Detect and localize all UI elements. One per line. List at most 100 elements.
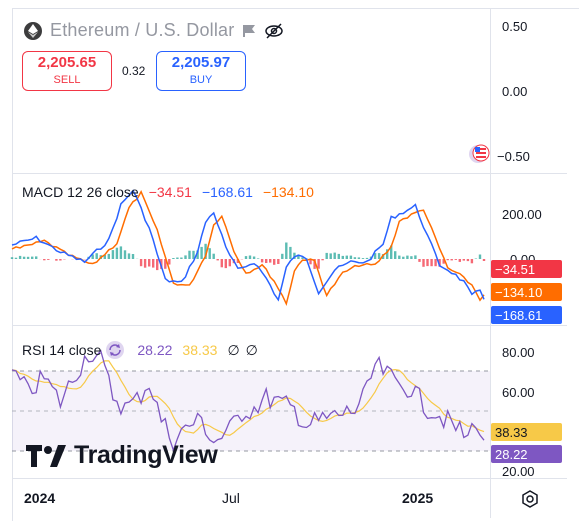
macd-value: −168.61 [201, 184, 253, 200]
macd-histogram-bar [398, 255, 401, 259]
macd-histogram-bar [438, 259, 441, 267]
macd-histogram-bar [345, 255, 348, 259]
macd-histogram-bar [390, 245, 393, 259]
rsi-axis-label: 80.00 [502, 345, 535, 360]
macd-histogram-bar [470, 259, 474, 264]
macd-histogram-bar [265, 259, 268, 263]
macd-histogram-bar [55, 259, 58, 261]
buy-price: 2,205.97 [171, 54, 231, 71]
rsi-badge: 28.22 [491, 445, 562, 463]
macd-histogram-bar [59, 259, 62, 261]
macd-histogram-bar [107, 253, 110, 259]
macd-histogram-bar [377, 253, 381, 259]
sell-button[interactable]: 2,205.65 SELL [22, 51, 112, 91]
macd-histogram-bar [22, 256, 26, 259]
macd-histogram-bar [184, 255, 187, 259]
macd-histogram-bar [35, 256, 38, 259]
macd-histogram-bar [478, 254, 482, 259]
macd-histogram-bar [111, 250, 115, 259]
flag-icon[interactable] [242, 24, 256, 38]
macd-histogram-bar [208, 248, 211, 259]
tradingview-logo[interactable]: TradingView [26, 441, 218, 470]
macd-histogram-bar [204, 243, 207, 259]
macd-axis-label: 200.00 [502, 207, 542, 222]
macd-histogram-bar [244, 256, 248, 259]
macd-histogram-bar [273, 259, 276, 265]
eye-crossed-icon[interactable] [264, 22, 284, 39]
time-axis-label: Jul [222, 490, 240, 506]
rsi-axis-label: 20.00 [502, 464, 535, 479]
rsi-value: 28.22 [137, 342, 173, 358]
buy-button[interactable]: 2,205.97 BUY [156, 51, 246, 91]
macd-histogram-bar [152, 259, 155, 268]
macd-histogram-bar [139, 259, 143, 267]
sell-price: 2,205.65 [37, 54, 97, 71]
macd-histogram-bar [160, 259, 163, 269]
macd-histogram-bar [442, 259, 445, 264]
macd-line-badge: −168.61 [491, 306, 562, 324]
pane-separator[interactable] [12, 325, 567, 326]
macd-histogram-bar [277, 259, 280, 264]
macd-histogram-bar [115, 247, 119, 259]
rsi-line [11, 349, 485, 453]
macd-histogram-bar [156, 259, 159, 271]
macd-histogram-bar [373, 253, 377, 259]
macd-histogram-bar [228, 259, 231, 267]
tradingview-logo-text: TradingView [74, 441, 218, 469]
macd-signal-badge: −134.10 [491, 283, 562, 301]
macd-histogram-bar [353, 257, 357, 259]
macd-histogram-bar [103, 254, 106, 259]
macd-histogram-bar [454, 259, 457, 260]
macd-histogram-bar [329, 253, 332, 259]
macd-histogram-bar [281, 253, 284, 259]
buy-label: BUY [189, 74, 213, 86]
macd-histogram-bar [148, 259, 151, 267]
macd-legend[interactable]: MACD 12 26 close −34.51 −168.61 −134.10 [22, 184, 314, 200]
macd-histogram-bar [180, 257, 183, 259]
macd-histogram-bar [381, 254, 385, 259]
macd-histogram-bar [357, 257, 361, 259]
macd-histogram-bar [91, 254, 94, 259]
macd-histogram-bar [341, 255, 344, 259]
macd-histogram-bar [176, 257, 179, 259]
macd-histogram-bar [252, 256, 256, 259]
macd-histogram-bar [337, 253, 340, 259]
macd-histogram-bar [422, 259, 425, 267]
macd-histogram-bar [43, 259, 46, 261]
macd-histogram-bar [47, 259, 50, 260]
macd-histogram-bar [188, 250, 191, 259]
settings-icon[interactable] [521, 490, 539, 508]
rsi-band [12, 371, 490, 451]
macd-histogram-bar [365, 257, 369, 259]
macd-histogram-bar [95, 253, 98, 259]
rsi-ma-line [11, 360, 485, 436]
macd-histogram-bar [466, 259, 470, 262]
macd-histogram-bar [216, 259, 219, 261]
price-axis-label: 0.00 [502, 84, 528, 99]
price-axis-separator [490, 8, 491, 518]
macd-histogram-bar [325, 252, 328, 259]
rsi-title: RSI 14 close [22, 342, 102, 358]
ethereum-coin-icon [24, 21, 42, 40]
rsi-legend[interactable]: RSI 14 close 28.22 38.33 ∅ ∅ [22, 340, 258, 360]
macd-histogram-bar [31, 256, 34, 259]
spread-value: 0.32 [122, 64, 146, 78]
time-axis-label: 2024 [24, 490, 56, 506]
macd-histogram-bar [386, 249, 389, 259]
macd-histogram-bar [426, 259, 429, 267]
pane-separator[interactable] [12, 173, 567, 174]
us-flag-news-icon[interactable] [464, 142, 492, 166]
macd-histogram-bar [462, 259, 465, 261]
macd-histogram-bar [192, 250, 195, 259]
macd-histogram-bar [430, 259, 433, 267]
macd-histogram-bar [200, 246, 203, 259]
macd-histogram-bar [256, 258, 260, 259]
refresh-icon[interactable] [105, 340, 125, 360]
macd-line [11, 189, 485, 302]
macd-histogram-bar [248, 255, 252, 259]
macd-histogram-bar [406, 255, 409, 259]
macd-histogram-bar [434, 259, 437, 267]
symbol-title[interactable]: Ethereum / U.S. Dollar [24, 20, 284, 41]
time-axis-separator [12, 478, 567, 479]
